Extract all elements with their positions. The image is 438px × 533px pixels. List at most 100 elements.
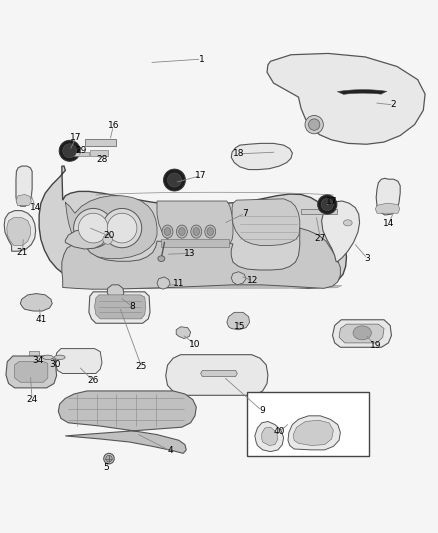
Text: 12: 12 [247, 276, 259, 285]
Ellipse shape [177, 225, 187, 238]
Text: 18: 18 [233, 149, 244, 158]
Text: 17: 17 [326, 197, 337, 206]
Ellipse shape [42, 355, 53, 359]
Text: 14: 14 [30, 203, 41, 212]
Text: 5: 5 [103, 463, 109, 472]
Polygon shape [100, 11, 338, 31]
Polygon shape [339, 324, 384, 343]
Polygon shape [227, 312, 250, 330]
Polygon shape [262, 427, 278, 446]
Ellipse shape [321, 198, 333, 211]
Polygon shape [288, 416, 340, 450]
Text: 16: 16 [108, 122, 119, 131]
Text: 40: 40 [274, 427, 285, 436]
Polygon shape [176, 327, 191, 338]
Text: 19: 19 [370, 342, 381, 351]
Text: 3: 3 [364, 254, 370, 263]
Ellipse shape [63, 144, 77, 158]
Polygon shape [65, 196, 157, 259]
Text: 21: 21 [17, 248, 28, 257]
Polygon shape [337, 90, 387, 94]
Polygon shape [7, 217, 30, 246]
Text: 28: 28 [96, 155, 108, 164]
Text: 24: 24 [27, 395, 38, 404]
Text: 1: 1 [199, 54, 205, 63]
Text: 15: 15 [234, 322, 246, 331]
Bar [70, 152, 89, 157]
Ellipse shape [167, 173, 181, 187]
Polygon shape [232, 199, 300, 246]
Polygon shape [20, 294, 52, 311]
Polygon shape [321, 201, 360, 262]
Ellipse shape [179, 228, 185, 236]
Text: 30: 30 [49, 360, 61, 369]
Ellipse shape [305, 116, 323, 134]
Ellipse shape [343, 220, 352, 226]
Text: 14: 14 [383, 219, 394, 228]
Polygon shape [58, 391, 196, 454]
Polygon shape [39, 166, 346, 288]
Polygon shape [89, 292, 150, 323]
Ellipse shape [74, 208, 113, 248]
Polygon shape [201, 370, 237, 376]
Text: 17: 17 [70, 133, 81, 142]
Polygon shape [88, 283, 342, 288]
Text: 8: 8 [130, 302, 135, 311]
Ellipse shape [318, 195, 337, 214]
Polygon shape [4, 211, 35, 251]
Polygon shape [267, 53, 425, 144]
Polygon shape [157, 277, 170, 289]
Text: 2: 2 [391, 100, 396, 109]
Text: 4: 4 [167, 446, 173, 455]
Polygon shape [157, 201, 233, 250]
Polygon shape [231, 272, 246, 285]
Ellipse shape [158, 256, 165, 262]
Text: 20: 20 [103, 231, 115, 240]
Ellipse shape [163, 169, 185, 191]
Text: 10: 10 [189, 340, 201, 349]
Ellipse shape [78, 213, 108, 243]
Bar [29, 351, 39, 354]
Ellipse shape [164, 228, 171, 236]
Bar [161, 239, 229, 247]
Text: 13: 13 [184, 249, 195, 258]
Text: 7: 7 [242, 209, 248, 218]
Polygon shape [65, 229, 106, 249]
Polygon shape [332, 320, 392, 348]
Bar [90, 150, 108, 157]
Ellipse shape [102, 208, 142, 248]
Text: 41: 41 [35, 315, 46, 324]
Ellipse shape [107, 213, 137, 243]
Ellipse shape [106, 455, 112, 462]
Ellipse shape [193, 228, 200, 236]
Text: 27: 27 [314, 233, 326, 243]
Ellipse shape [54, 355, 65, 359]
Text: 29: 29 [76, 146, 87, 155]
Polygon shape [95, 295, 146, 319]
Polygon shape [166, 354, 268, 395]
Ellipse shape [353, 326, 371, 340]
Text: 34: 34 [32, 356, 43, 365]
Polygon shape [107, 285, 124, 299]
Ellipse shape [162, 225, 173, 238]
Ellipse shape [205, 225, 216, 238]
Polygon shape [375, 203, 400, 213]
Polygon shape [16, 166, 32, 206]
Polygon shape [293, 420, 333, 446]
Polygon shape [255, 422, 284, 451]
Text: 25: 25 [136, 361, 147, 370]
Ellipse shape [59, 140, 80, 161]
Bar [301, 209, 337, 214]
Ellipse shape [191, 225, 202, 238]
Ellipse shape [104, 454, 114, 464]
Ellipse shape [308, 119, 320, 130]
Polygon shape [6, 356, 57, 388]
Text: 11: 11 [173, 279, 184, 288]
Polygon shape [231, 143, 292, 169]
Polygon shape [62, 228, 340, 289]
Polygon shape [14, 362, 48, 382]
Text: 26: 26 [88, 376, 99, 385]
Text: 17: 17 [195, 171, 206, 180]
Polygon shape [55, 349, 102, 374]
FancyBboxPatch shape [247, 392, 369, 456]
